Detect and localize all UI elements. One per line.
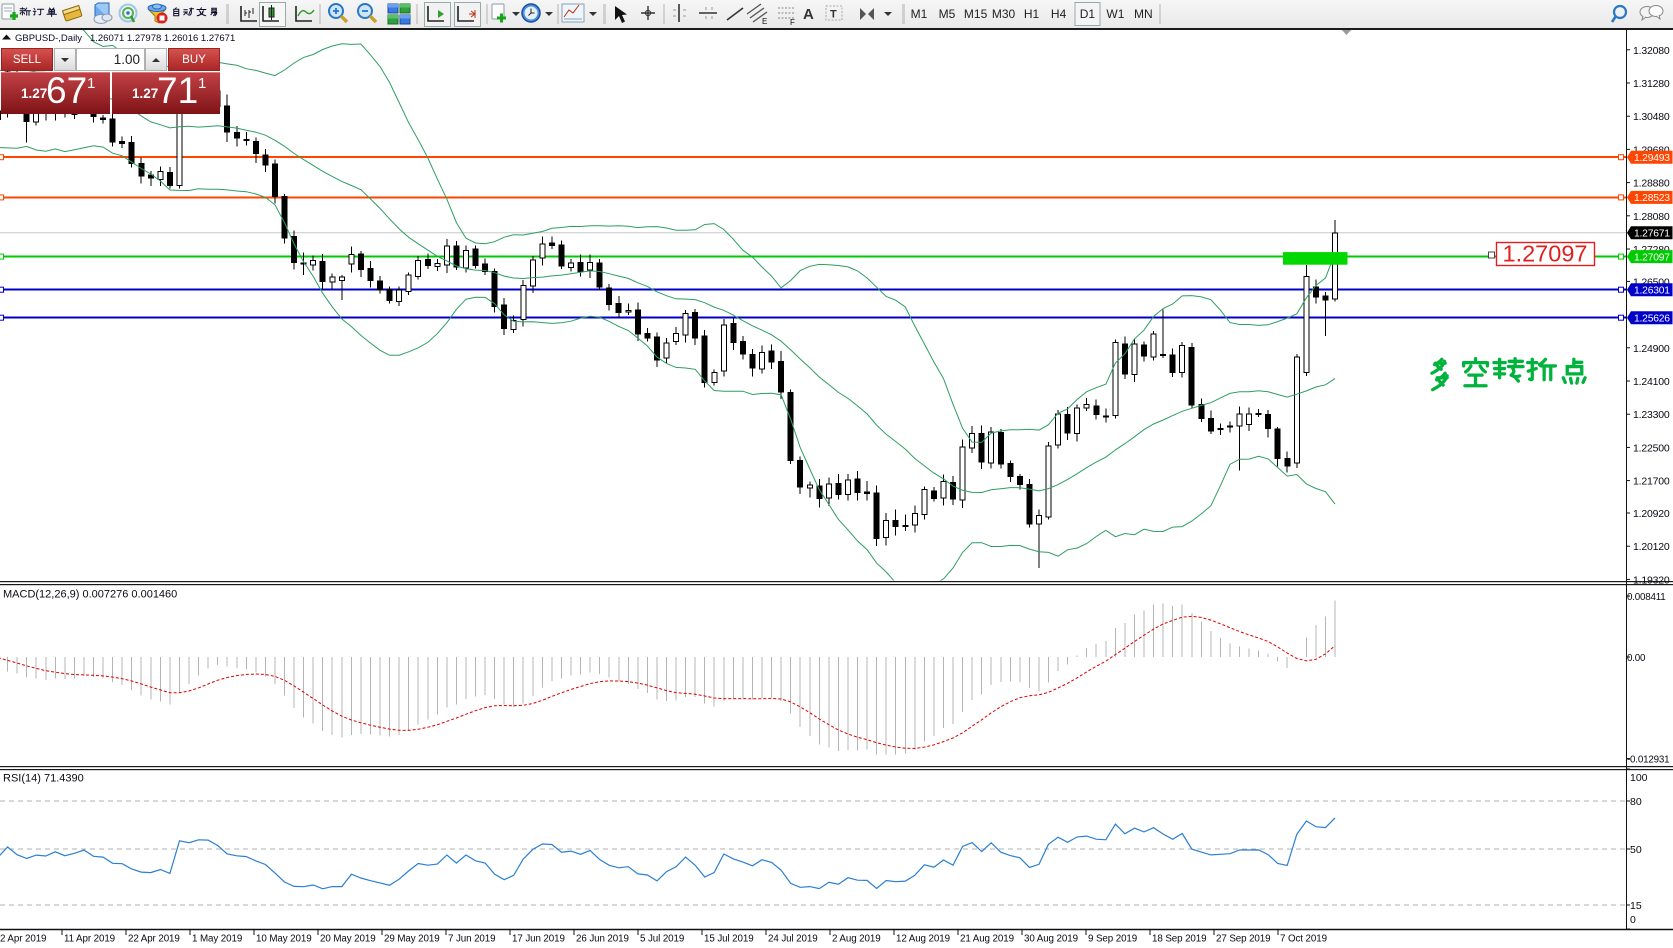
svg-text:1.29493: 1.29493 <box>1634 153 1670 164</box>
svg-text:18 Sep 2019: 18 Sep 2019 <box>1152 934 1206 945</box>
svg-text:M15: M15 <box>964 7 988 21</box>
svg-text:A: A <box>803 6 814 23</box>
svg-text:9 Sep 2019: 9 Sep 2019 <box>1088 934 1137 945</box>
svg-text:1.20120: 1.20120 <box>1633 541 1670 553</box>
svg-text:1.27671: 1.27671 <box>1634 229 1670 240</box>
svg-text:M30: M30 <box>992 7 1016 21</box>
svg-text:22 Apr 2019: 22 Apr 2019 <box>128 934 180 945</box>
svg-text:1.26301: 1.26301 <box>1634 286 1670 297</box>
svg-text:0: 0 <box>1630 914 1636 926</box>
svg-text:5 Jul 2019: 5 Jul 2019 <box>640 934 684 945</box>
svg-text:12 Aug 2019: 12 Aug 2019 <box>896 934 950 945</box>
svg-text:15: 15 <box>1630 900 1642 912</box>
svg-text:H4: H4 <box>1051 7 1067 21</box>
svg-text:1.32080: 1.32080 <box>1633 45 1670 57</box>
svg-text:20 May 2019: 20 May 2019 <box>320 934 376 945</box>
svg-text:1.28080: 1.28080 <box>1633 211 1670 223</box>
svg-text:GBPUSD-,Daily 1.26071 1.2797: GBPUSD-,Daily 1.26071 1.27978 1.26016 1.… <box>15 33 235 44</box>
svg-text:10 May 2019: 10 May 2019 <box>256 934 312 945</box>
svg-text:0.008411: 0.008411 <box>1627 592 1666 603</box>
svg-text:1.19320: 1.19320 <box>1633 574 1670 586</box>
svg-text:1.22500: 1.22500 <box>1633 442 1670 454</box>
svg-text:7 Jun 2019: 7 Jun 2019 <box>448 934 495 945</box>
svg-text:1.27097: 1.27097 <box>1503 241 1588 267</box>
svg-text:MN: MN <box>1134 7 1153 21</box>
svg-text:30 Aug 2019: 30 Aug 2019 <box>1024 934 1078 945</box>
svg-text:1.21700: 1.21700 <box>1633 476 1670 488</box>
svg-text:M1: M1 <box>911 7 928 21</box>
svg-text:29 May 2019: 29 May 2019 <box>384 934 440 945</box>
svg-text:50: 50 <box>1630 844 1642 856</box>
svg-text:17 Jun 2019: 17 Jun 2019 <box>512 934 565 945</box>
svg-text:1.20920: 1.20920 <box>1633 508 1670 520</box>
svg-text:21 Aug 2019: 21 Aug 2019 <box>960 934 1014 945</box>
svg-text:1.31280: 1.31280 <box>1633 78 1670 90</box>
svg-text:2 Apr 2019: 2 Apr 2019 <box>0 934 46 945</box>
svg-text:26 Jun 2019: 26 Jun 2019 <box>576 934 629 945</box>
svg-text:E: E <box>762 17 767 26</box>
svg-text:F: F <box>790 18 795 27</box>
svg-text:1.28880: 1.28880 <box>1633 178 1670 190</box>
svg-text:H1: H1 <box>1024 7 1040 21</box>
svg-text:1.30480: 1.30480 <box>1633 111 1670 123</box>
svg-text:80: 80 <box>1630 796 1642 808</box>
svg-text:RSI(14) 71.4390: RSI(14) 71.4390 <box>3 773 84 785</box>
svg-text:27 Sep 2019: 27 Sep 2019 <box>1216 934 1270 945</box>
svg-text:2 Aug 2019: 2 Aug 2019 <box>832 934 881 945</box>
svg-text:1.25626: 1.25626 <box>1634 314 1670 325</box>
svg-text:W1: W1 <box>1106 7 1124 21</box>
svg-text:1.27097: 1.27097 <box>1634 252 1670 263</box>
svg-text:15 Jul 2019: 15 Jul 2019 <box>704 934 754 945</box>
svg-text:M5: M5 <box>939 7 956 21</box>
svg-text:24 Jul 2019: 24 Jul 2019 <box>768 934 818 945</box>
svg-text:-0.012931: -0.012931 <box>1627 755 1669 766</box>
svg-text:1.28523: 1.28523 <box>1634 193 1670 204</box>
svg-text:T: T <box>830 9 837 21</box>
svg-text:1.24100: 1.24100 <box>1633 376 1670 388</box>
svg-text:100: 100 <box>1630 772 1648 784</box>
svg-text:0.00: 0.00 <box>1627 653 1646 664</box>
svg-text:D1: D1 <box>1080 7 1096 21</box>
svg-text:7 Oct 2019: 7 Oct 2019 <box>1280 934 1327 945</box>
svg-text:1.23300: 1.23300 <box>1633 409 1670 421</box>
svg-text:MACD(12,26,9) 0.007276 0.00146: MACD(12,26,9) 0.007276 0.001460 <box>3 589 177 601</box>
svg-text:1.24900: 1.24900 <box>1633 343 1670 355</box>
svg-text:1 May 2019: 1 May 2019 <box>192 934 242 945</box>
svg-text:11 Apr 2019: 11 Apr 2019 <box>64 934 115 945</box>
